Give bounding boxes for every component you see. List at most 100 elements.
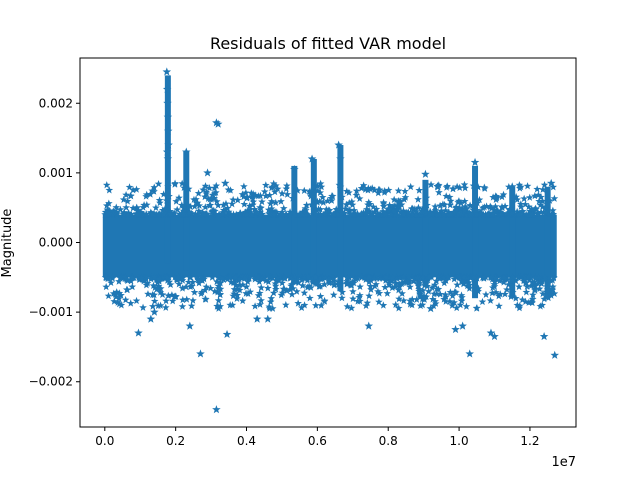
residual-point — [539, 331, 549, 341]
residual-fringe-marker — [392, 273, 401, 281]
residual-fringe-marker — [431, 297, 439, 305]
residual-fringe-marker — [379, 301, 388, 309]
residual-fringe-marker — [529, 208, 537, 217]
residual-fringe-marker — [352, 191, 361, 199]
residual-fringe-marker — [534, 273, 543, 282]
residual-fringe-marker — [173, 205, 181, 213]
residual-fringe-marker — [294, 278, 303, 286]
residual-fringe-marker — [277, 197, 285, 205]
residual-fringe-marker — [452, 303, 461, 312]
residual-fringe-marker — [465, 209, 474, 217]
residual-fringe-marker — [293, 287, 301, 295]
residual-fringe-marker — [367, 210, 375, 218]
residual-fringe-marker — [490, 282, 499, 290]
residual-point — [196, 349, 205, 358]
residual-fringe-marker — [316, 282, 325, 290]
residual-fringe-marker — [522, 288, 531, 296]
residual-fringe-marker — [191, 210, 200, 218]
residual-fringe-marker — [548, 284, 556, 293]
residual-fringe-marker — [175, 193, 183, 202]
residual-fringe-marker — [350, 209, 358, 218]
residual-fringe-marker — [401, 193, 410, 201]
residual-fringe-marker — [186, 202, 195, 211]
residual-fringe-marker — [457, 296, 466, 305]
residual-fringe-marker — [408, 301, 416, 309]
residual-fringe-marker — [467, 273, 475, 281]
residual-fringe-marker — [249, 190, 257, 198]
residual-point — [290, 164, 299, 174]
residual-fringe-marker — [182, 295, 191, 303]
residual-fringe-marker — [403, 278, 411, 286]
residual-fringe-marker — [289, 284, 297, 292]
residual-fringe-marker — [110, 297, 119, 305]
residual-fringe-marker — [422, 193, 431, 202]
residual-fringe-marker — [434, 210, 442, 218]
residual-fringe-marker — [187, 209, 196, 217]
residual-fringe-marker — [119, 195, 128, 203]
residual-fringe-marker — [195, 201, 204, 209]
residual-fringe-marker — [389, 202, 397, 210]
residual-fringe-marker — [385, 206, 393, 214]
residual-fringe-marker — [374, 287, 382, 295]
residual-fringe-marker — [161, 207, 169, 215]
residual-fringe-marker — [499, 278, 508, 286]
residual-fringe-marker — [458, 277, 467, 286]
x-tick-label: 0.4 — [237, 434, 256, 448]
residual-fringe-marker — [223, 204, 232, 212]
residual-fringe-marker — [421, 209, 430, 217]
residual-fringe-marker — [372, 205, 381, 213]
residual-fringe-marker — [184, 201, 193, 209]
residual-fringe-marker — [262, 276, 270, 285]
residual-fringe-marker — [365, 291, 373, 300]
x-axis-ticks: 0.0 0.2 0.4 0.6 0.8 1.0 1.2 — [95, 427, 539, 448]
residual-fringe-marker — [222, 274, 230, 282]
residual-fringe-marker — [373, 210, 382, 218]
residual-fringe-marker — [425, 273, 434, 281]
residual-fringe-marker — [162, 196, 171, 204]
residual-fringe-marker — [268, 206, 276, 214]
residual-fringe-marker — [154, 179, 163, 188]
residual-fringe-marker — [313, 279, 321, 287]
residual-fringe-marker — [158, 290, 167, 298]
residual-fringe-marker — [536, 302, 545, 310]
residual-fringe-marker — [279, 285, 288, 293]
residual-fringe-marker — [381, 283, 389, 291]
residual-fringe-marker — [319, 198, 328, 206]
residual-fringe-marker — [208, 273, 217, 281]
residual-fringe-marker — [405, 273, 413, 281]
residual-fringe-marker — [150, 273, 159, 281]
residual-fringe-marker — [108, 208, 117, 216]
residual-fringe-marker — [325, 206, 334, 214]
residual-fringe-marker — [162, 303, 170, 311]
residual-fringe-marker — [480, 203, 489, 211]
residual-fringe-marker — [363, 298, 372, 307]
residual-point — [426, 304, 436, 313]
residual-fringe-marker — [275, 273, 284, 281]
residual-fringe-marker — [155, 277, 164, 285]
residual-fringe-marker — [399, 207, 408, 215]
residual-fringe-marker — [201, 295, 210, 303]
x-tick-label: 0.8 — [379, 434, 398, 448]
residual-fringe-marker — [362, 209, 371, 217]
residual-fringe-marker — [216, 302, 225, 310]
residual-fringe-marker — [246, 287, 255, 296]
plot-area — [101, 67, 560, 414]
residual-fringe-marker — [349, 294, 357, 303]
residual-fringe-marker — [474, 284, 483, 292]
residual-fringe-marker — [414, 280, 423, 288]
residual-fringe-marker — [535, 284, 544, 293]
residual-fringe-marker — [207, 195, 216, 203]
residual-fringe-marker — [251, 275, 259, 283]
residual-fringe-marker — [399, 273, 408, 281]
residual-fringe-marker — [126, 299, 135, 307]
residual-fringe-marker — [208, 191, 217, 199]
residual-fringe-marker — [409, 210, 418, 218]
residual-fringe-marker — [490, 209, 498, 217]
residual-fringe-marker — [314, 278, 322, 286]
residual-fringe-marker — [342, 205, 350, 213]
residual-fringe-marker — [212, 188, 220, 196]
residual-fringe-marker — [523, 182, 532, 190]
residual-fringe-marker — [458, 293, 466, 301]
residual-fringe-marker — [546, 196, 554, 204]
residual-point — [465, 349, 474, 358]
